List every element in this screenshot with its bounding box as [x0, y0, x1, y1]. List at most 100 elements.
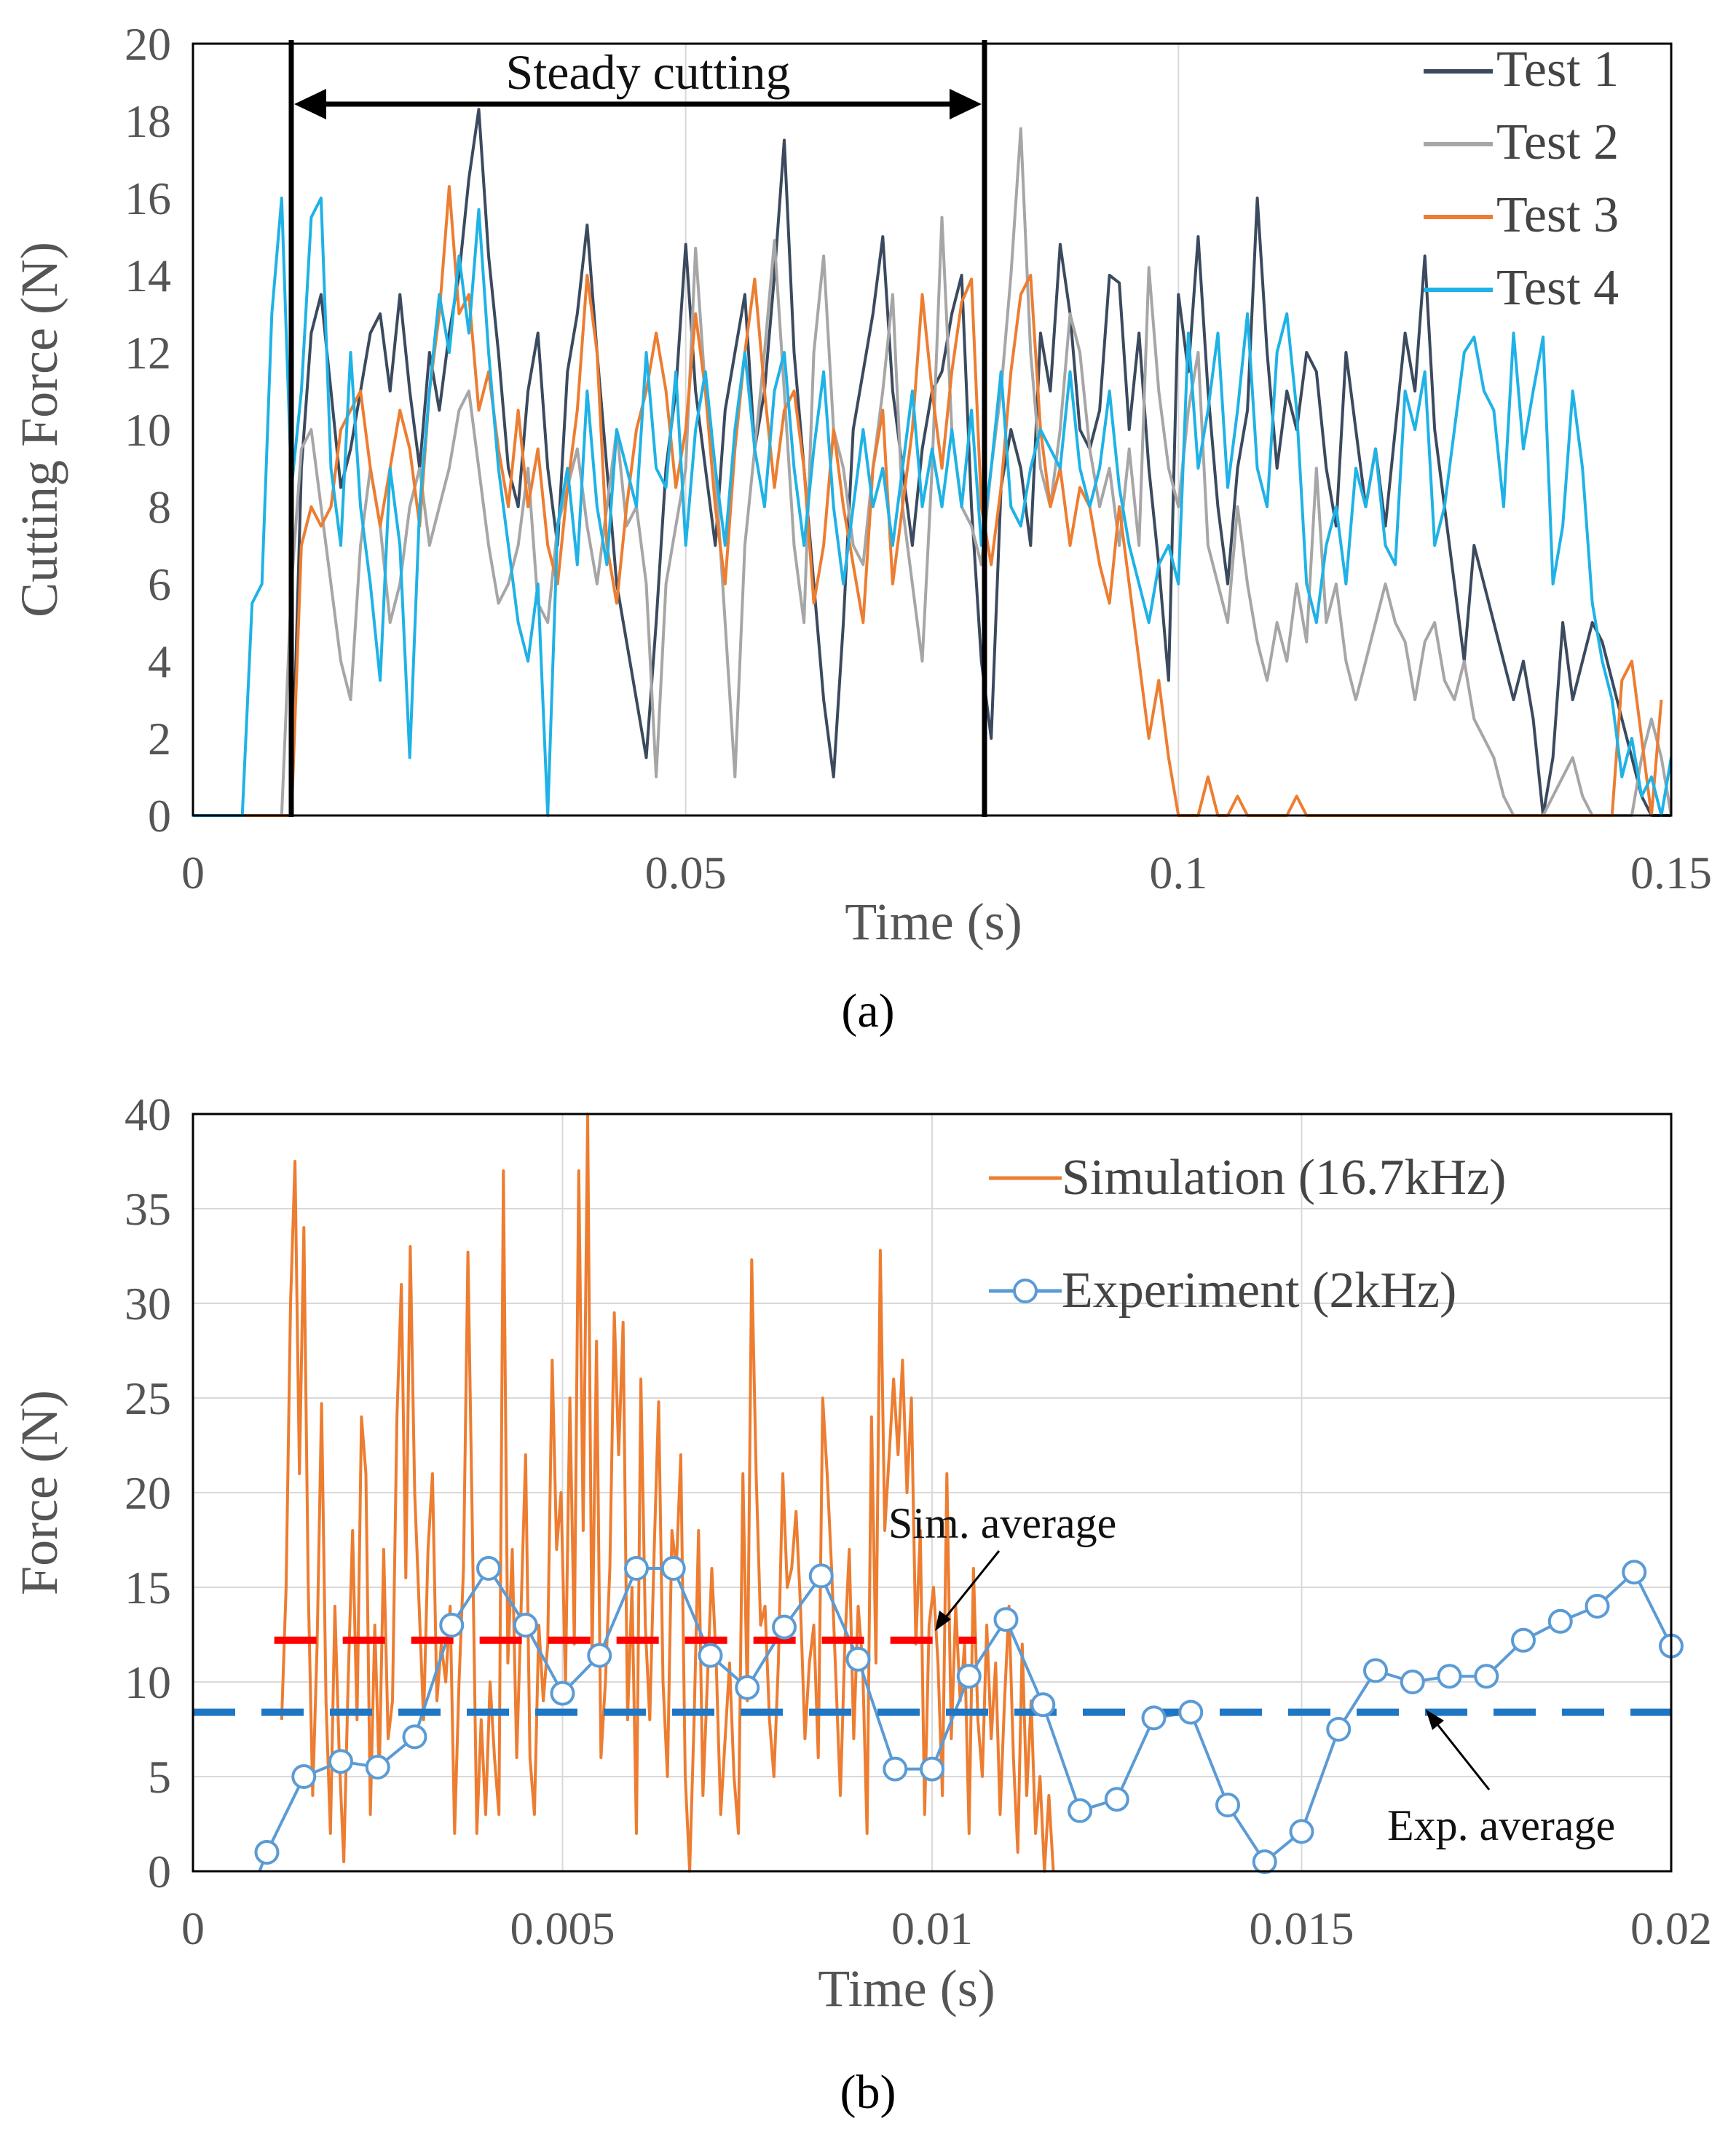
legend-label-simulation-16-7khz: Simulation (16.7kHz)	[1062, 1150, 1506, 1206]
panel-a-plot-frame	[192, 42, 1673, 817]
exp-average-pointer-head	[1426, 1710, 1444, 1730]
panel-b-x-tick-label: 0.015	[1250, 1903, 1354, 1954]
experiment-data-point	[735, 1675, 760, 1700]
panel-a-x-tick-label: 0.1	[1149, 847, 1207, 898]
panel-b-x-tick-label: 0.02	[1630, 1903, 1712, 1954]
experiment-data-point	[1363, 1658, 1388, 1683]
panel-b-x-tick-label: 0.005	[510, 1903, 615, 1954]
panel-b-y-axis-title: Force (N)	[10, 1390, 68, 1595]
steady-cutting-arrow-right-head	[950, 89, 982, 119]
experiment-data-point	[1030, 1692, 1056, 1718]
panel-a-y-tick-labels: 0 2 4 6 8 10 12 14 16 18 20	[125, 18, 171, 842]
panel-b-plot-frame	[192, 1113, 1673, 1873]
legend-label-test-2: Test 2	[1496, 114, 1619, 170]
experiment-data-point	[550, 1680, 575, 1706]
panel-a-y-tick-label: 2	[148, 713, 171, 765]
sim-average-pointer	[938, 1550, 1001, 1626]
exp-average-label: Exp. average	[1387, 1801, 1615, 1849]
experiment-data-point	[1585, 1594, 1610, 1619]
series-line-test-3	[193, 185, 1663, 817]
experiment-data-point	[1437, 1664, 1462, 1689]
series-line-simulation-16-7khz	[280, 1113, 1055, 1873]
panel-b-y-tick-label: 5	[148, 1751, 171, 1803]
experiment-data-point	[660, 1556, 686, 1581]
panel-b-experiment-markers	[254, 1556, 1684, 1874]
experiment-data-point	[439, 1613, 465, 1638]
panel-a-y-tick-label: 12	[125, 327, 171, 379]
experiment-data-point	[1400, 1670, 1425, 1694]
panel-a-legend: Test 1 Test 2 Test 3 Test 4	[1424, 42, 1619, 316]
panel-b-x-axis-title: Time (s)	[818, 1959, 995, 2018]
steady-cutting-arrow-left-head	[294, 89, 326, 119]
legend-marker-experiment-2khz	[1013, 1279, 1038, 1303]
series-line-test-4	[193, 197, 1671, 817]
sim-average-label: Sim. average	[888, 1499, 1116, 1547]
panel-a-y-tick-label: 4	[148, 636, 171, 687]
panel-b-y-tick-label: 30	[125, 1278, 171, 1330]
panel-b-y-tick-label: 20	[125, 1467, 171, 1519]
series-line-experiment-2khz	[258, 1567, 1671, 1872]
panel-a-x-tick-label: 0.15	[1630, 847, 1712, 898]
experiment-data-point	[291, 1764, 317, 1789]
panel-a-series	[193, 108, 1671, 817]
experiment-data-point	[402, 1724, 427, 1750]
experiment-data-point	[1068, 1798, 1092, 1823]
panel-b-label: (b)	[840, 2066, 896, 2119]
exp-average-pointer	[1429, 1715, 1491, 1790]
panel-b-y-tick-label: 35	[125, 1183, 171, 1235]
panel-a-x-tick-labels: 0 0.05 0.1 0.15	[181, 847, 1712, 898]
experiment-data-point	[772, 1614, 797, 1640]
steady-cutting-label: Steady cutting	[506, 44, 791, 100]
experiment-data-point	[476, 1556, 501, 1581]
panel-a-y-axis-title: Cutting Force (N)	[10, 242, 68, 617]
experiment-data-point	[698, 1643, 723, 1668]
experiment-data-point	[1622, 1560, 1647, 1585]
steady-cutting-annotation: Steady cutting	[288, 40, 987, 817]
panel-a-y-tick-label: 18	[125, 95, 171, 147]
panel-b-x-tick-labels: 0 0.005 0.01 0.015 0.02	[181, 1903, 1712, 1954]
series-line-test-1	[193, 108, 1671, 817]
series-line-test-2	[193, 127, 1671, 817]
panel-b-y-tick-label: 10	[125, 1656, 171, 1708]
experiment-data-point	[1289, 1819, 1314, 1844]
panel-b-y-tick-label: 0	[148, 1846, 171, 1897]
panel-b-series	[258, 1113, 1671, 1873]
experiment-data-point	[1511, 1627, 1536, 1653]
panel-a-y-tick-label: 6	[148, 558, 171, 610]
experiment-data-point	[993, 1607, 1019, 1632]
experiment-data-point	[328, 1749, 353, 1774]
experiment-data-point	[883, 1756, 908, 1782]
experiment-data-point	[587, 1643, 612, 1668]
panel-b-x-tick-label: 0.01	[891, 1903, 973, 1954]
panel-a-label: (a)	[841, 984, 894, 1038]
legend-label-test-3: Test 3	[1496, 187, 1619, 243]
experiment-data-point	[920, 1756, 944, 1782]
sim-average-annotation: Sim. average	[888, 1499, 1116, 1631]
experiment-data-point	[1104, 1787, 1129, 1812]
panel-b-y-tick-label: 25	[125, 1372, 171, 1424]
experiment-data-point	[1326, 1717, 1352, 1742]
panel-b-y-tick-label: 15	[125, 1562, 171, 1613]
experiment-data-point	[845, 1646, 871, 1672]
panel-a-y-tick-label: 16	[125, 173, 171, 224]
experiment-data-point	[1474, 1664, 1499, 1689]
experiment-data-point	[254, 1840, 280, 1865]
experiment-data-point	[513, 1613, 538, 1638]
panel-b-x-tick-label: 0	[181, 1903, 205, 1954]
panel-a-y-tick-label: 10	[125, 404, 171, 456]
sim-average-pointer-head	[935, 1611, 951, 1631]
experiment-data-point	[956, 1664, 982, 1689]
panel-a-y-tick-label: 0	[148, 790, 171, 842]
panel-b-y-tick-labels: 0 5 10 15 20 25 30 35 40	[125, 1089, 171, 1897]
experiment-data-point	[624, 1556, 649, 1581]
panel-a-x-axis-title: Time (s)	[845, 893, 1022, 951]
panel-a-y-tick-label: 14	[125, 250, 171, 301]
experiment-data-point	[1215, 1793, 1240, 1817]
exp-average-annotation: Exp. average	[1387, 1710, 1615, 1849]
experiment-data-point	[365, 1755, 390, 1780]
experiment-data-point	[1141, 1705, 1167, 1731]
panel-a-x-tick-label: 0	[181, 847, 205, 898]
legend-label-experiment-2khz: Experiment (2kHz)	[1062, 1263, 1456, 1319]
panel-a-y-tick-label: 8	[148, 481, 171, 533]
